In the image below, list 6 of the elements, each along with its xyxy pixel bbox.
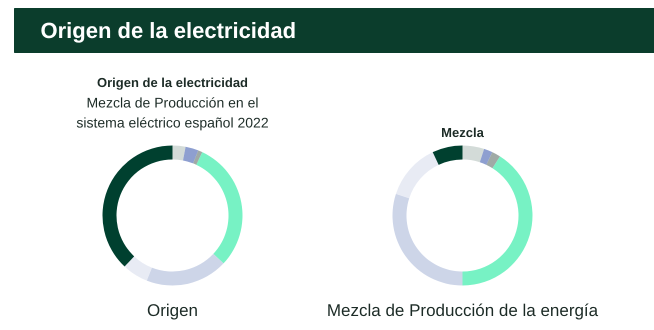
chart-title: Mezcla <box>441 125 485 140</box>
text: Mezcla de Producción de la energía <box>326 301 599 320</box>
chart-title: Origen de la electricidad <box>97 75 248 90</box>
chart-subtitle: Mezcla de Producción en el sistema eléctrico español 2022 <box>76 94 269 130</box>
text: Origen de la electricidad <box>40 18 296 43</box>
text: Origen <box>146 301 198 320</box>
